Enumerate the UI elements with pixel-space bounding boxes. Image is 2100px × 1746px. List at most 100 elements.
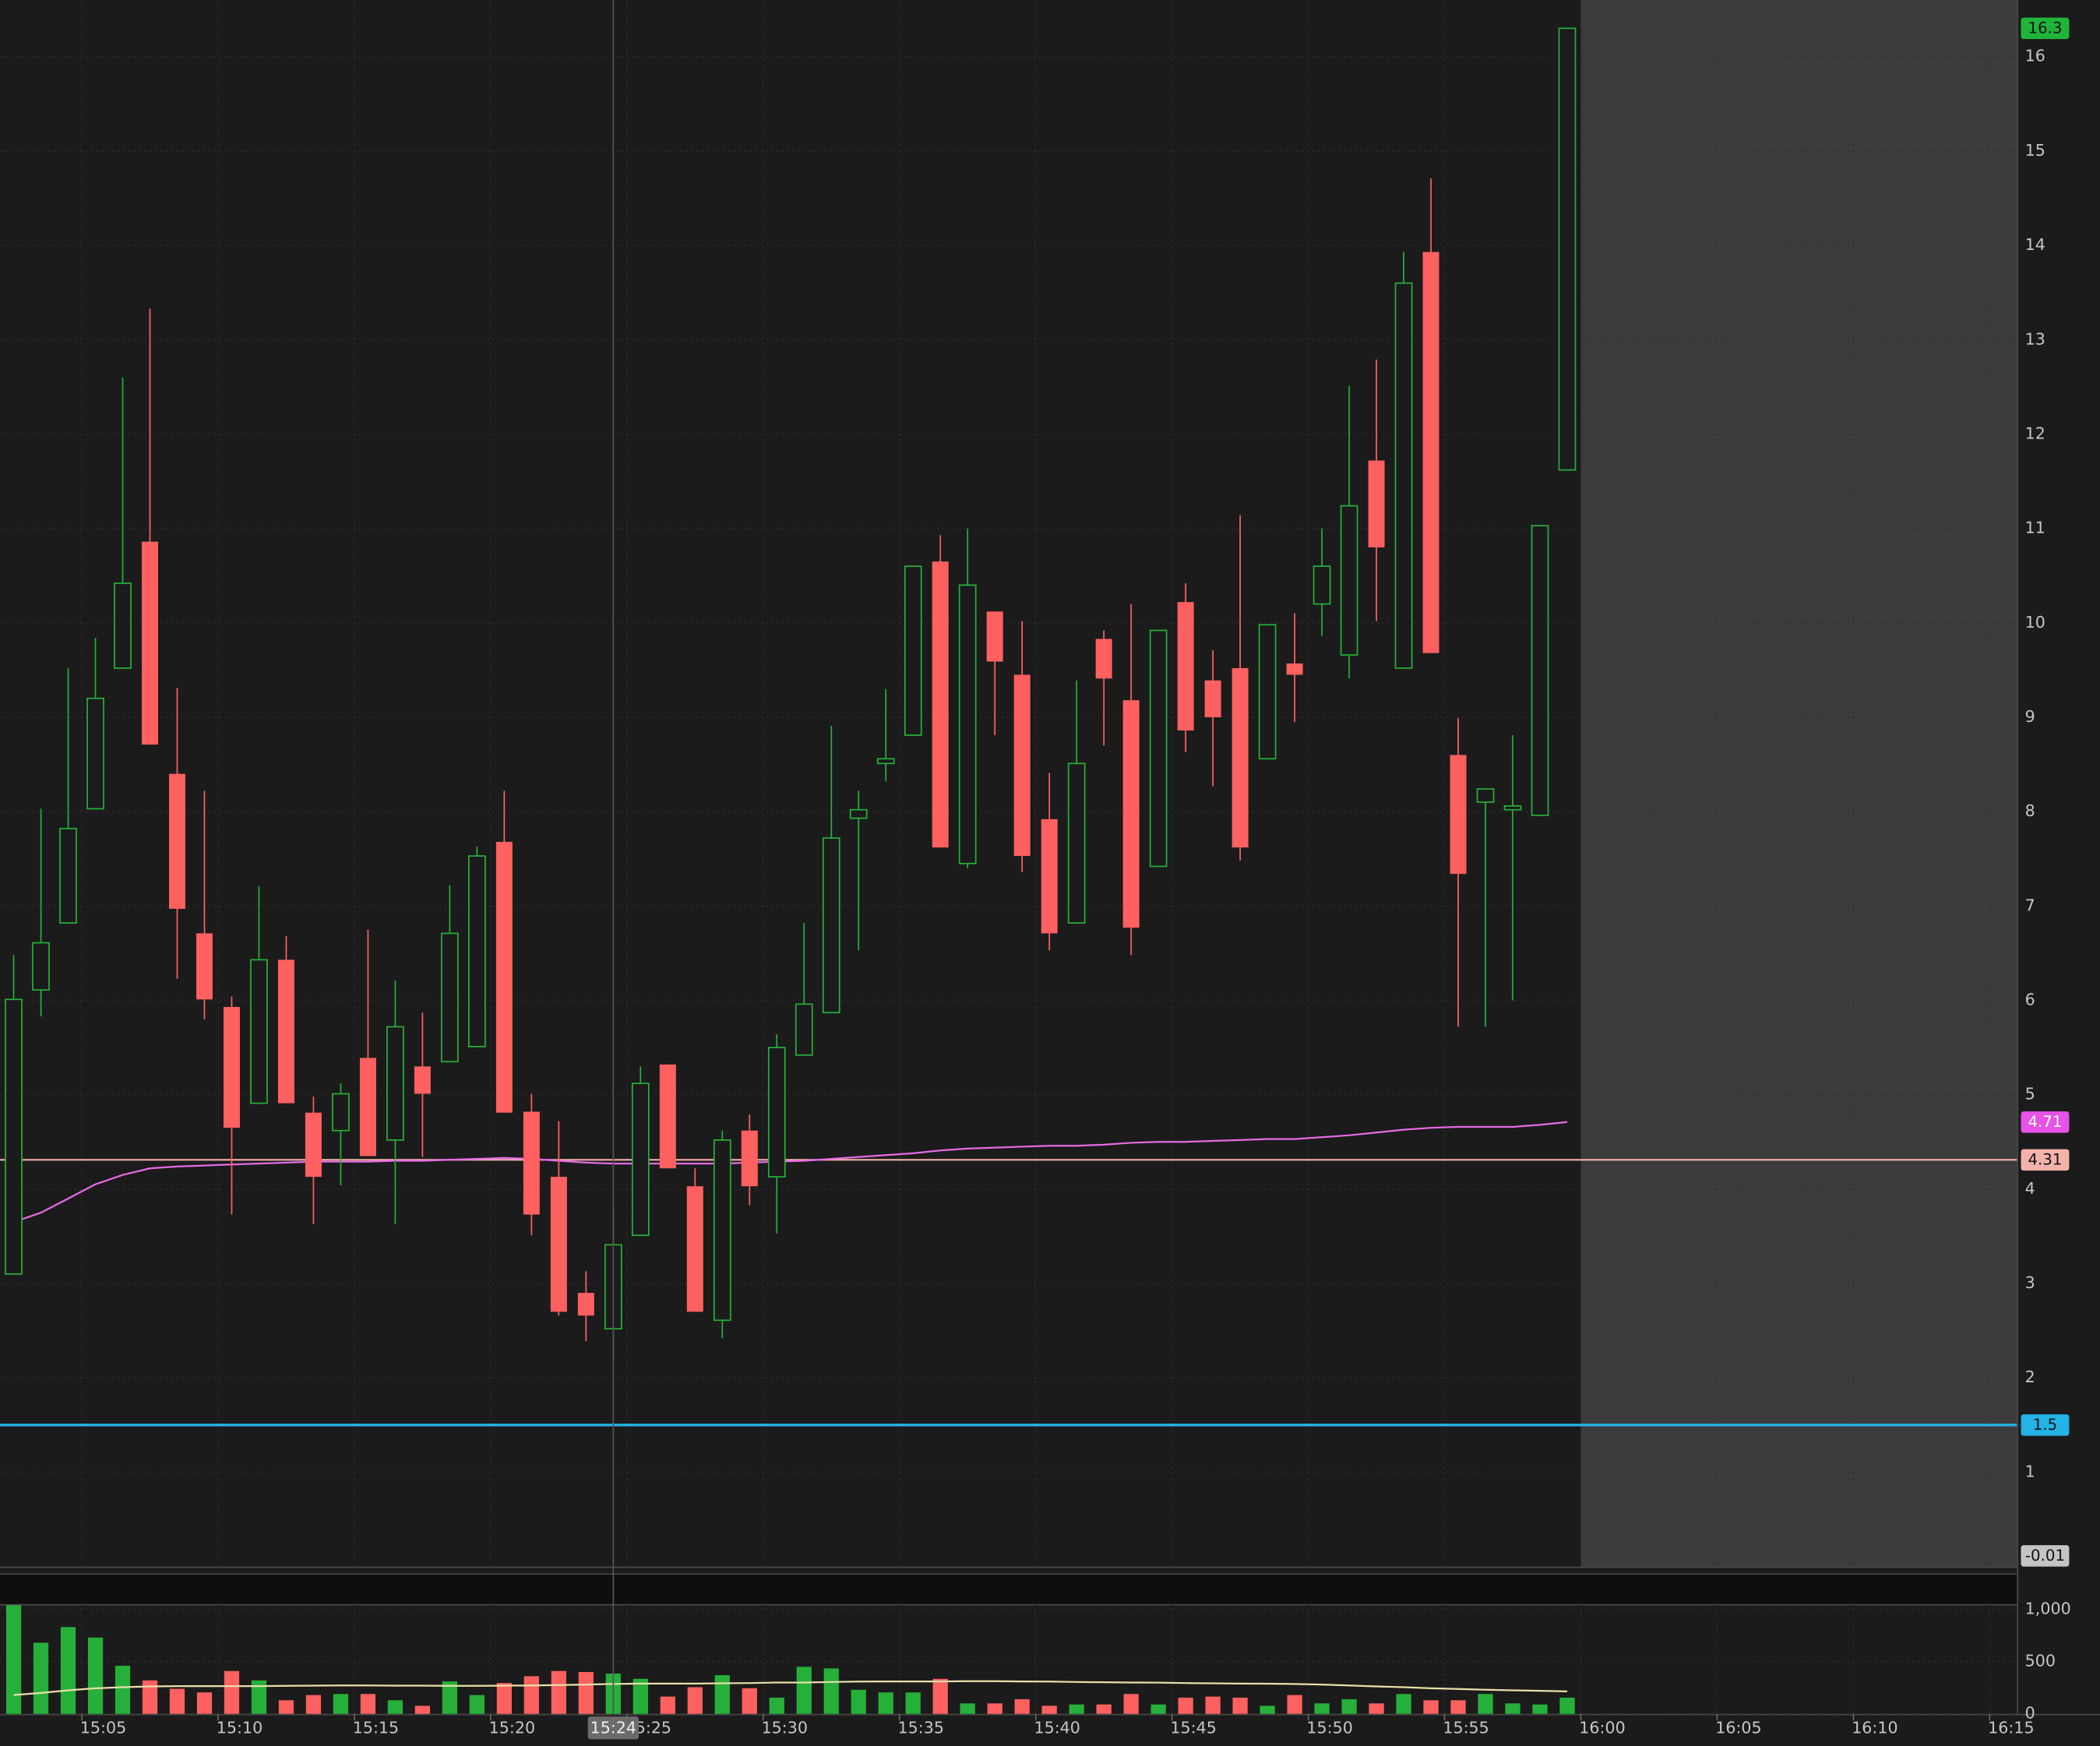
y-tick-label: 5 <box>2025 1085 2035 1104</box>
x-tick-label: 15:45 <box>1170 1719 1216 1737</box>
volume-bar <box>796 1667 812 1714</box>
x-tick-label: 16:05 <box>1715 1719 1761 1737</box>
price-badge-label: -0.01 <box>2025 1547 2065 1565</box>
volume-bar <box>305 1695 322 1714</box>
volume-bar <box>1178 1697 1193 1714</box>
candle-body <box>332 1093 350 1132</box>
volume-bar <box>905 1692 921 1714</box>
volume-bar <box>142 1680 158 1714</box>
y-tick-label: 3 <box>2025 1273 2035 1292</box>
volume-bar <box>115 1665 131 1714</box>
y-tick-label: 1,000 <box>2025 1599 2071 1618</box>
candle-body <box>1122 700 1140 928</box>
candle-body <box>1450 755 1467 875</box>
volume-bar <box>1014 1698 1030 1714</box>
volume-bar <box>1423 1700 1439 1714</box>
candle-body <box>741 1130 758 1187</box>
price-badge <box>2021 1414 2070 1436</box>
candle-body <box>1476 788 1495 803</box>
candle-body <box>659 1064 676 1169</box>
volume-bar <box>1396 1694 1411 1714</box>
volume-bar <box>1341 1698 1357 1714</box>
candle-body <box>1422 252 1439 653</box>
volume-header <box>0 1573 2017 1604</box>
price-badge <box>2021 1111 2070 1133</box>
candle-body <box>1368 460 1385 547</box>
x-tick-label: 16:10 <box>1852 1719 1897 1737</box>
x-tick-label: 15:35 <box>898 1719 944 1737</box>
price-badge-label: 16.3 <box>2028 19 2062 37</box>
y-tick-label: 500 <box>2025 1652 2056 1670</box>
volume-bar <box>251 1680 267 1714</box>
volume-bar <box>523 1676 539 1714</box>
candle-body <box>114 583 132 669</box>
price-badge-label: 1.5 <box>2033 1416 2057 1434</box>
volume-bar <box>33 1642 49 1714</box>
volume-bar <box>932 1678 948 1714</box>
candle-body <box>1312 565 1331 605</box>
candle-body <box>168 773 185 909</box>
candle-body <box>386 1026 404 1141</box>
volume-bar <box>360 1694 376 1714</box>
candle-body <box>958 584 977 864</box>
volume-bar <box>987 1703 1002 1714</box>
volume-bar <box>960 1703 975 1714</box>
candle-body <box>1286 663 1303 675</box>
volume-bar <box>1314 1703 1330 1714</box>
x-tick-label: 15:30 <box>762 1719 808 1737</box>
candle-body <box>1149 629 1168 868</box>
candle-body <box>631 1082 650 1237</box>
price-badge <box>2021 1149 2070 1171</box>
volume-bar <box>551 1670 566 1714</box>
volume-bar <box>851 1689 866 1714</box>
candle-body <box>795 1003 813 1056</box>
candle-body <box>686 1186 703 1312</box>
volume-bar <box>469 1695 485 1714</box>
candle-body <box>1231 667 1249 848</box>
candle-body <box>986 611 1003 662</box>
y-tick-label: 14 <box>2025 235 2045 254</box>
candle-body <box>414 1066 431 1094</box>
price-badge-label: 4.71 <box>2028 1113 2062 1131</box>
volume-bar <box>1150 1704 1166 1714</box>
candle-body <box>277 959 294 1104</box>
y-tick-label: 11 <box>2025 519 2045 537</box>
volume-bar <box>442 1681 458 1714</box>
candle-body <box>250 959 268 1104</box>
y-tick-label: 8 <box>2025 801 2035 820</box>
y-tick-label: 4 <box>2025 1179 2035 1198</box>
x-tick-label: 15:10 <box>217 1719 262 1737</box>
y-tick-label: 9 <box>2025 707 2035 726</box>
volume-bar <box>387 1700 403 1714</box>
x-tick-label: 15:40 <box>1034 1719 1080 1737</box>
y-tick-label: 2 <box>2025 1368 2035 1386</box>
price-badge <box>2021 17 2070 40</box>
volume-bar <box>714 1675 730 1714</box>
candle-body <box>1503 805 1522 811</box>
volume-bar <box>1096 1704 1112 1714</box>
x-tick-label: 15:50 <box>1306 1719 1352 1737</box>
candle-body <box>5 998 23 1275</box>
candle-body <box>876 758 895 765</box>
candle-body <box>1258 624 1277 760</box>
candle-body <box>495 841 513 1113</box>
candle-body <box>441 932 459 1063</box>
candle-body <box>1558 27 1577 471</box>
x-tick-label: 15:15 <box>353 1719 399 1737</box>
candle-body <box>1340 505 1358 656</box>
candle-body <box>32 942 50 991</box>
crosshair-badge <box>587 1716 640 1740</box>
y-tick-label: 15 <box>2025 141 2045 160</box>
volume-bar <box>60 1627 76 1714</box>
candle-body <box>1531 525 1549 816</box>
y-tick-label: 16 <box>2025 47 2045 65</box>
volume-bar <box>414 1706 431 1714</box>
price-badge <box>2021 1545 2070 1567</box>
moving-average <box>13 1121 1568 1223</box>
x-tick-label: 15:05 <box>80 1719 126 1737</box>
candle-body <box>577 1293 594 1316</box>
candle-body <box>468 855 486 1047</box>
volume-bar <box>1041 1706 1057 1714</box>
